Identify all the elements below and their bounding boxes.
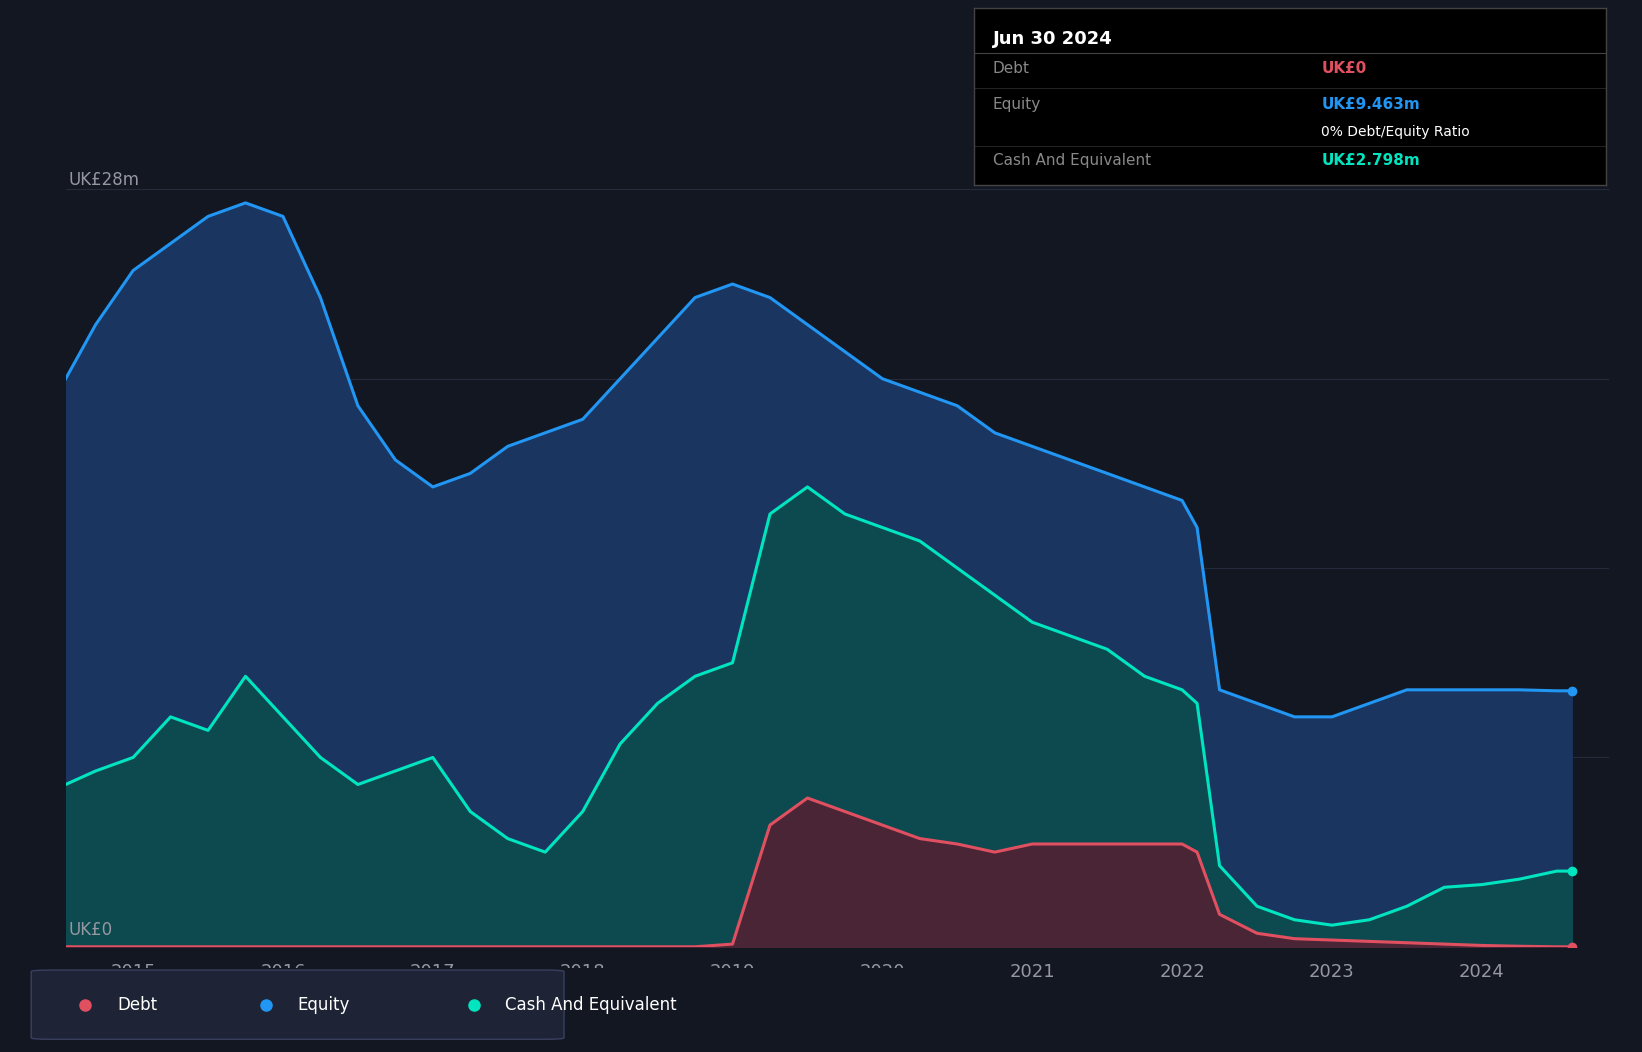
Text: Cash And Equivalent: Cash And Equivalent — [506, 995, 677, 1014]
Text: UK£9.463m: UK£9.463m — [1322, 97, 1420, 112]
Text: UK£28m: UK£28m — [69, 171, 140, 189]
FancyBboxPatch shape — [31, 970, 565, 1039]
Text: UK£2.798m: UK£2.798m — [1322, 154, 1420, 168]
Text: UK£0: UK£0 — [69, 920, 113, 938]
Text: Cash And Equivalent: Cash And Equivalent — [993, 154, 1151, 168]
Text: UK£0: UK£0 — [1322, 61, 1366, 77]
Text: 0% Debt/Equity Ratio: 0% Debt/Equity Ratio — [1322, 125, 1470, 139]
Text: Equity: Equity — [993, 97, 1041, 112]
Text: Debt: Debt — [117, 995, 158, 1014]
Text: Debt: Debt — [993, 61, 1030, 77]
Text: Jun 30 2024: Jun 30 2024 — [993, 29, 1112, 47]
Text: Equity: Equity — [297, 995, 350, 1014]
